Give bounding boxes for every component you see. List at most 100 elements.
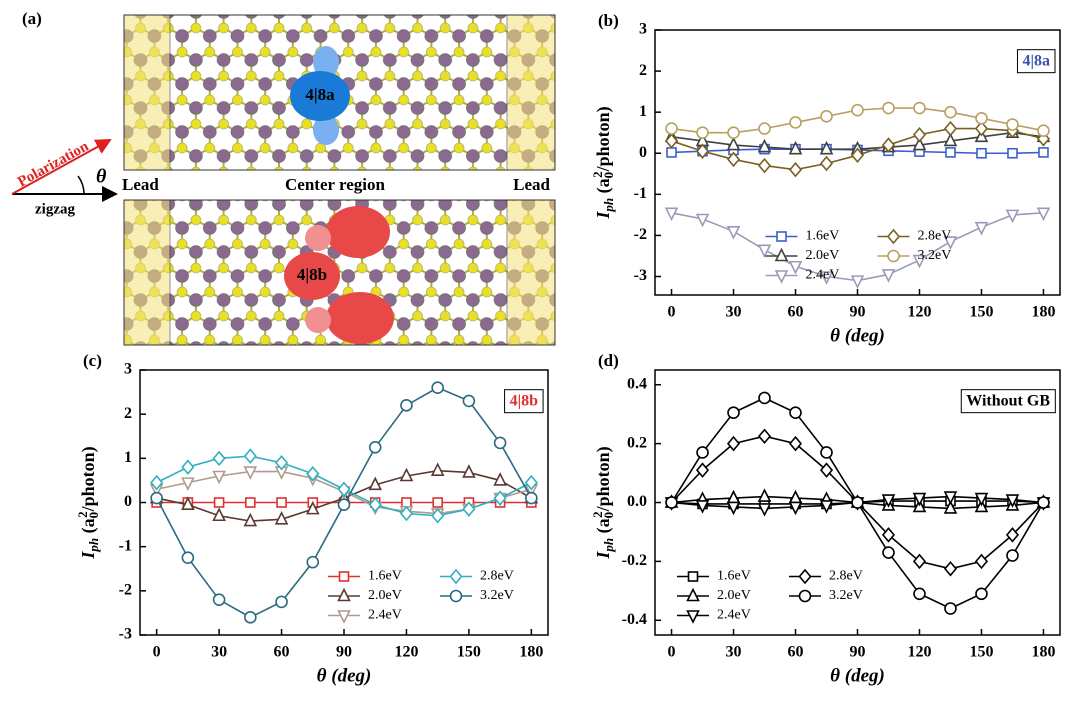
marker	[789, 406, 802, 419]
y-axis-label: Iph (a02/photon)	[590, 446, 616, 559]
y-tick-label: -0.4	[622, 611, 647, 628]
x-tick-label: 60	[788, 644, 804, 661]
marker	[757, 138, 772, 153]
y-tick-label: 0.4	[627, 375, 647, 392]
x-tick-label: 150	[969, 304, 993, 321]
x-tick-label: 90	[336, 644, 352, 661]
marker	[338, 571, 350, 582]
marker	[1005, 527, 1020, 543]
marker	[1005, 494, 1020, 508]
x-tick-label: 120	[394, 644, 418, 661]
marker	[337, 610, 351, 624]
legend-label: 2.4eV	[806, 268, 840, 283]
marker	[881, 494, 896, 508]
legend-label: 3.2eV	[480, 588, 514, 603]
y-axis-label-part: /photon)	[593, 106, 614, 172]
marker	[943, 500, 958, 514]
marker	[525, 491, 538, 505]
marker	[774, 270, 789, 284]
marker	[212, 507, 226, 522]
marker	[368, 440, 382, 454]
marker	[943, 120, 958, 137]
y-tick-label: -2	[634, 226, 647, 243]
y-tick-label: -1	[119, 537, 132, 554]
x-tick-label: 30	[726, 304, 742, 321]
x-tick-label: 180	[1031, 644, 1055, 661]
defect-core	[326, 292, 394, 344]
marker	[686, 587, 700, 602]
marker	[212, 450, 226, 467]
panel-label: (b)	[598, 11, 619, 30]
marker	[245, 497, 256, 508]
y-axis-label-part: ph	[601, 538, 616, 553]
y-tick-label: 2	[124, 405, 132, 422]
marker	[882, 546, 895, 559]
legend-label: 2.4eV	[368, 608, 402, 623]
marker	[150, 491, 163, 505]
y-axis-label-part: ph	[601, 198, 616, 213]
legend-label: 2.0eV	[717, 588, 751, 603]
marker	[181, 477, 195, 491]
marker	[798, 589, 812, 603]
y-tick-label: -2	[119, 582, 132, 599]
marker	[432, 497, 443, 508]
marker	[819, 271, 834, 285]
annotation-box	[504, 389, 544, 414]
x-tick-label: 120	[907, 304, 931, 321]
marker	[399, 467, 414, 482]
marker	[695, 500, 710, 514]
marker	[758, 122, 771, 135]
legend-label: 2.8eV	[918, 229, 952, 244]
lead-box	[506, 14, 556, 171]
marker	[912, 254, 927, 269]
marker	[974, 553, 989, 570]
y-tick-label: 0.2	[627, 434, 647, 451]
angle-label: θ	[96, 166, 107, 188]
panel-label: (c)	[83, 351, 102, 370]
marker	[881, 137, 896, 153]
marker	[213, 497, 225, 508]
marker	[789, 116, 802, 129]
marker	[181, 551, 195, 565]
marker	[757, 157, 772, 174]
panel-label: (d)	[598, 351, 619, 370]
marker	[431, 508, 445, 524]
y-tick-label: 2	[639, 62, 647, 79]
marker	[306, 555, 320, 569]
marker	[696, 446, 709, 459]
marker	[943, 236, 958, 250]
marker	[276, 497, 287, 508]
marker	[975, 587, 988, 601]
lead-box	[506, 199, 556, 346]
x-tick-label: 150	[457, 644, 481, 661]
legend-label: 3.2eV	[829, 588, 863, 603]
marker	[758, 391, 771, 405]
marker	[943, 561, 958, 577]
marker	[912, 127, 927, 143]
polarization-label: Polarization	[15, 138, 92, 190]
lead-box	[123, 14, 171, 171]
y-axis-label-part: 0	[601, 512, 616, 519]
region-label: Center region	[285, 175, 385, 194]
marker	[243, 466, 258, 480]
y-tick-label: 1	[639, 103, 647, 120]
marker	[399, 505, 413, 522]
marker	[696, 126, 709, 140]
direction-label: zigzag	[35, 201, 75, 217]
marker	[881, 527, 896, 543]
marker	[788, 161, 803, 178]
marker	[1006, 549, 1019, 562]
y-tick-label: 0	[124, 493, 132, 510]
marker	[943, 491, 958, 505]
marker	[913, 101, 926, 115]
defect-atom	[305, 225, 331, 251]
marker	[912, 136, 927, 151]
y-tick-label: 1	[124, 449, 132, 466]
marker	[1038, 147, 1049, 158]
y-tick-label: -3	[119, 626, 132, 643]
marker	[493, 436, 507, 450]
annotation: 4|8b	[510, 393, 539, 410]
marker	[400, 399, 413, 412]
marker	[726, 489, 741, 504]
